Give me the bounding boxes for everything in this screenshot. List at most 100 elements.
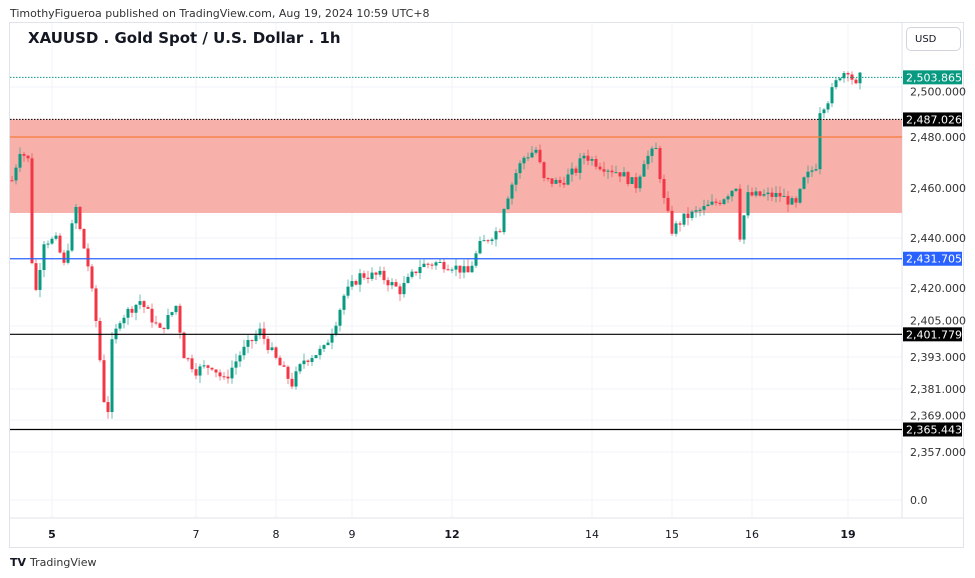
candle-body [782, 195, 786, 197]
candle-body [46, 243, 50, 245]
candle-body [746, 192, 750, 216]
candle-body [550, 178, 554, 184]
candle-body [806, 171, 810, 178]
candle-body [382, 270, 386, 281]
candle-body [322, 345, 326, 349]
candle-body [506, 198, 510, 210]
candle-body [614, 172, 618, 174]
time-tick-label: 5 [48, 528, 56, 541]
currency-button[interactable]: USD [906, 27, 961, 51]
candle-body [538, 149, 542, 163]
candle-body [266, 338, 270, 351]
candle-body [458, 265, 462, 273]
candle-body [858, 72, 862, 84]
candle-body [218, 372, 222, 377]
candle-body [178, 305, 182, 333]
candle-body [410, 271, 414, 277]
candle-body [38, 269, 42, 290]
candle-body [498, 231, 502, 233]
price-tick-label: 2,480.000 [910, 131, 966, 144]
candle-body [302, 360, 306, 365]
candle-body [14, 167, 18, 181]
support-1-label: 2,401.779 [906, 328, 962, 341]
candle-body [462, 266, 466, 273]
candle-body [370, 272, 374, 279]
candle-body [546, 178, 550, 180]
candle-body [682, 213, 686, 225]
candle-body [766, 192, 770, 195]
time-tick-label: 8 [273, 528, 280, 541]
candle-body [398, 286, 402, 295]
candle-body [158, 323, 162, 328]
candle-body [434, 262, 438, 266]
candle-body [742, 215, 746, 240]
candle-body [702, 205, 706, 210]
candle-body [478, 241, 482, 254]
candle-body [270, 347, 274, 351]
publisher-line: TimothyFigueroa published on TradingView… [10, 7, 430, 20]
candle-body [18, 154, 22, 168]
candle-body [222, 376, 226, 378]
candle-body [246, 340, 250, 347]
candle-body [354, 281, 358, 285]
candle-body [658, 148, 662, 180]
chart-title: XAUUSD . Gold Spot / U.S. Dollar . 1h [28, 29, 341, 47]
candle-body [650, 148, 654, 156]
candle-body [146, 307, 150, 309]
price-tick-label: 0.0 [910, 494, 928, 507]
candle-body [366, 277, 370, 279]
candle-body [594, 159, 598, 167]
candle-body [662, 179, 666, 198]
candle-body [758, 191, 762, 196]
candle-body [70, 223, 74, 251]
candle-body [834, 80, 838, 88]
candle-body [674, 223, 678, 234]
candle-body [602, 169, 606, 172]
candle-body [58, 235, 62, 253]
candle-body [374, 272, 378, 275]
candle-body [666, 197, 670, 211]
candle-body [630, 177, 634, 184]
candle-body [54, 235, 58, 239]
candle-body [234, 361, 238, 368]
candle-body [290, 378, 294, 387]
candle-body [562, 182, 566, 185]
candle-body [598, 166, 602, 170]
candle-body [590, 159, 594, 161]
candle-body [482, 240, 486, 242]
candle-body [150, 308, 154, 323]
candle-body [94, 288, 98, 321]
candle-body [334, 325, 338, 335]
candle-body [738, 188, 742, 240]
candle-body [426, 263, 430, 265]
candle-body [278, 357, 282, 366]
candle-body [422, 263, 426, 268]
candle-body [90, 266, 94, 289]
candle-body [34, 263, 38, 290]
candle-body [450, 269, 454, 271]
candle-body [678, 223, 682, 225]
candle-body [802, 177, 806, 189]
candle-body [294, 371, 298, 387]
candle-body [442, 262, 446, 270]
tradingview-branding[interactable]: 𝗧𝗩 TradingView [10, 556, 97, 569]
candle-body [698, 209, 702, 211]
candle-body [582, 155, 586, 159]
candle-body [414, 271, 418, 274]
candle-body [78, 206, 82, 229]
support-blue-label: 2,431.705 [906, 253, 962, 266]
candle-body [654, 148, 658, 150]
candle-body [134, 304, 138, 313]
candle-body [554, 179, 558, 184]
candle-body [810, 170, 814, 172]
candle-body [606, 170, 610, 172]
candle-body [286, 366, 290, 379]
candle-body [202, 365, 206, 367]
candle-body [50, 238, 54, 244]
candle-body [154, 322, 158, 324]
candle-body [774, 192, 778, 197]
candle-body [338, 309, 342, 326]
candle-body [106, 402, 110, 413]
candle-body [466, 266, 470, 273]
